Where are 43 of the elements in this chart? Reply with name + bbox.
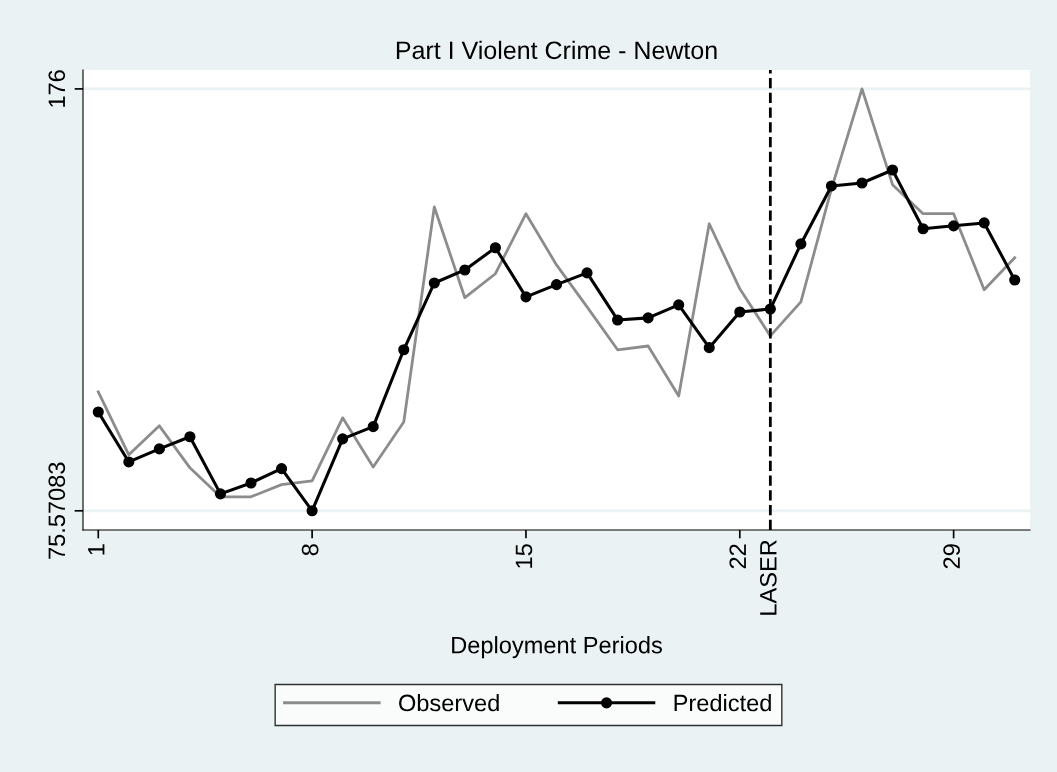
point (612, 314, 624, 326)
y-tick-label: 75.57083 (48, 462, 66, 559)
point (245, 477, 257, 489)
point (917, 223, 929, 235)
x-tick-label: 1 (88, 544, 105, 555)
point (825, 180, 837, 192)
chart-title: Part I Violent Crime - Newton (396, 40, 717, 60)
point (1009, 274, 1021, 286)
point (428, 277, 440, 289)
line-series (96, 87, 1017, 499)
x-tick-label: 8 (301, 544, 319, 556)
point (673, 299, 685, 311)
point (734, 306, 746, 318)
point (214, 488, 227, 500)
x-axis-title: Deployment Periods (452, 636, 662, 659)
x-tick-label: 29 (943, 544, 960, 569)
point (978, 217, 990, 229)
point (367, 421, 379, 433)
point (153, 443, 165, 455)
x-tick-label: 15 (515, 544, 533, 568)
x-tick-label: 22 (729, 544, 746, 569)
point (581, 267, 593, 279)
point (856, 177, 868, 189)
point (184, 431, 196, 443)
point (550, 279, 563, 291)
legend-label: Observed (399, 694, 499, 712)
point (459, 264, 471, 276)
legend-label: Predicted (674, 694, 771, 712)
point (306, 505, 318, 517)
point (948, 220, 960, 232)
ref-line-label: LASER (759, 540, 777, 615)
point (398, 344, 410, 356)
point (642, 312, 654, 324)
y-tick-label: 176 (48, 70, 66, 107)
point (276, 463, 288, 475)
point (123, 456, 135, 468)
point (92, 406, 104, 418)
point (520, 291, 532, 303)
point (489, 242, 501, 254)
point (795, 238, 807, 250)
point (703, 342, 715, 354)
point (337, 433, 349, 445)
point (886, 164, 899, 176)
